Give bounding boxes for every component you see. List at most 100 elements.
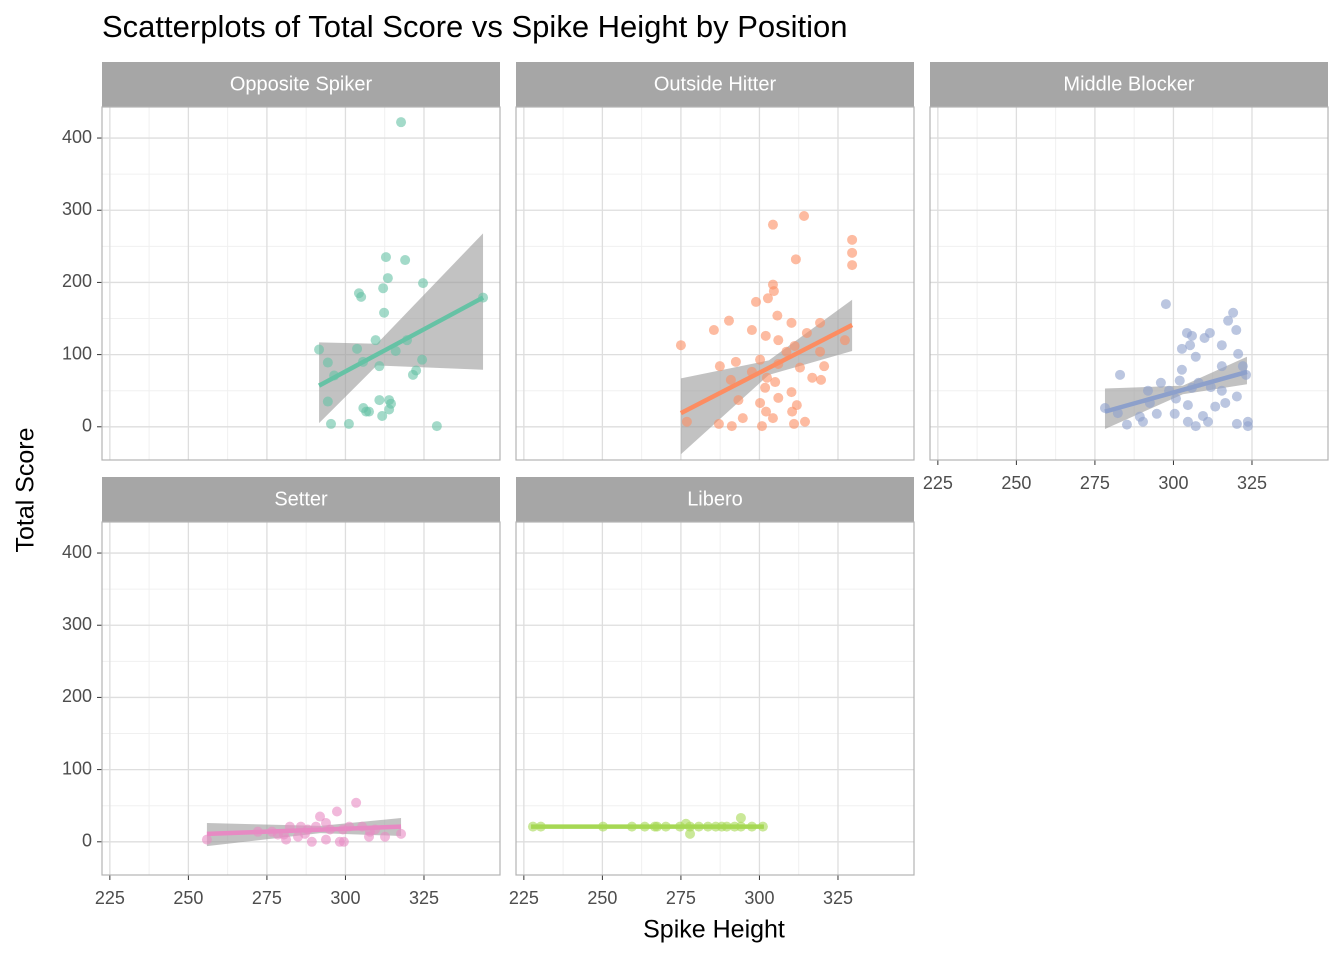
panel-border: [101, 106, 501, 461]
point: [799, 416, 810, 427]
x-tick-label: 325: [1237, 473, 1267, 493]
point: [1216, 361, 1227, 372]
point: [322, 357, 333, 368]
strip: [930, 62, 1328, 107]
point: [382, 273, 393, 284]
point: [1190, 421, 1201, 432]
strip: [102, 62, 500, 107]
point: [770, 377, 781, 388]
point: [1203, 416, 1214, 427]
point: [847, 234, 858, 245]
y-tick-label: 100: [62, 343, 92, 363]
point: [790, 254, 801, 265]
point: [1220, 397, 1231, 408]
point: [773, 392, 784, 403]
point: [380, 252, 391, 263]
point: [772, 310, 783, 321]
point: [1233, 348, 1244, 359]
point: [1169, 408, 1180, 419]
point: [281, 834, 292, 845]
x-tick-label: 225: [509, 888, 539, 908]
point: [735, 812, 746, 823]
point: [338, 836, 349, 847]
point: [801, 327, 812, 338]
point: [781, 346, 792, 357]
point: [815, 317, 826, 328]
strip-label: Opposite Spiker: [230, 73, 373, 95]
point: [816, 374, 827, 385]
point: [755, 397, 766, 408]
y-tick-label: 0: [82, 416, 92, 436]
point: [1176, 364, 1187, 375]
x-tick-label: 250: [173, 888, 203, 908]
point: [370, 335, 381, 346]
point: [431, 421, 442, 432]
point: [815, 346, 826, 357]
point: [1185, 340, 1196, 351]
x-tick-label: 325: [823, 888, 853, 908]
x-tick-label: 275: [252, 888, 282, 908]
point: [723, 315, 734, 326]
point: [819, 361, 830, 372]
fit-line: [317, 295, 485, 388]
x-tick-label: 225: [95, 888, 125, 908]
point: [685, 828, 696, 839]
point: [320, 834, 331, 845]
point: [762, 293, 773, 304]
x-tick-label: 300: [330, 888, 360, 908]
point: [773, 335, 784, 346]
point: [1143, 385, 1154, 396]
point: [1190, 351, 1201, 362]
point: [847, 260, 858, 271]
x-tick-label: 275: [1080, 473, 1110, 493]
point: [322, 396, 333, 407]
point: [730, 356, 741, 367]
point: [726, 421, 737, 432]
point: [396, 117, 407, 128]
point: [1160, 299, 1171, 310]
point: [407, 369, 418, 380]
x-tick-label: 300: [1158, 473, 1188, 493]
fit-line: [1104, 369, 1248, 414]
point: [760, 330, 771, 341]
x-tick-label: 250: [587, 888, 617, 908]
confidence-band: [319, 233, 484, 424]
point: [1237, 361, 1248, 372]
panel-border: [101, 521, 501, 876]
x-tick-label: 300: [744, 888, 774, 908]
point: [384, 404, 395, 415]
point: [1182, 400, 1193, 411]
strip-label: Outside Hitter: [654, 73, 777, 95]
point: [1242, 421, 1253, 432]
point: [708, 325, 719, 336]
y-axis-label: Total Score: [12, 427, 40, 552]
y-tick-label: 200: [62, 686, 92, 706]
point: [737, 413, 748, 424]
point: [1223, 315, 1234, 326]
point: [315, 811, 326, 822]
point: [417, 354, 428, 365]
point: [314, 344, 325, 355]
x-tick-label: 325: [409, 888, 439, 908]
point: [396, 828, 407, 839]
point: [201, 834, 212, 845]
point: [364, 831, 375, 842]
y-tick-label: 200: [62, 271, 92, 291]
panel-border: [929, 106, 1329, 461]
point: [786, 317, 797, 328]
point: [787, 406, 798, 417]
point: [1216, 340, 1227, 351]
point: [681, 416, 692, 427]
x-tick-label: 275: [666, 888, 696, 908]
point: [1231, 391, 1242, 402]
point: [306, 836, 317, 847]
point: [356, 291, 367, 302]
point: [767, 219, 778, 230]
point: [839, 335, 850, 346]
point: [378, 283, 389, 294]
y-tick-label: 400: [62, 127, 92, 147]
point: [675, 340, 686, 351]
point: [1151, 408, 1162, 419]
point: [767, 413, 778, 424]
point: [364, 406, 375, 417]
